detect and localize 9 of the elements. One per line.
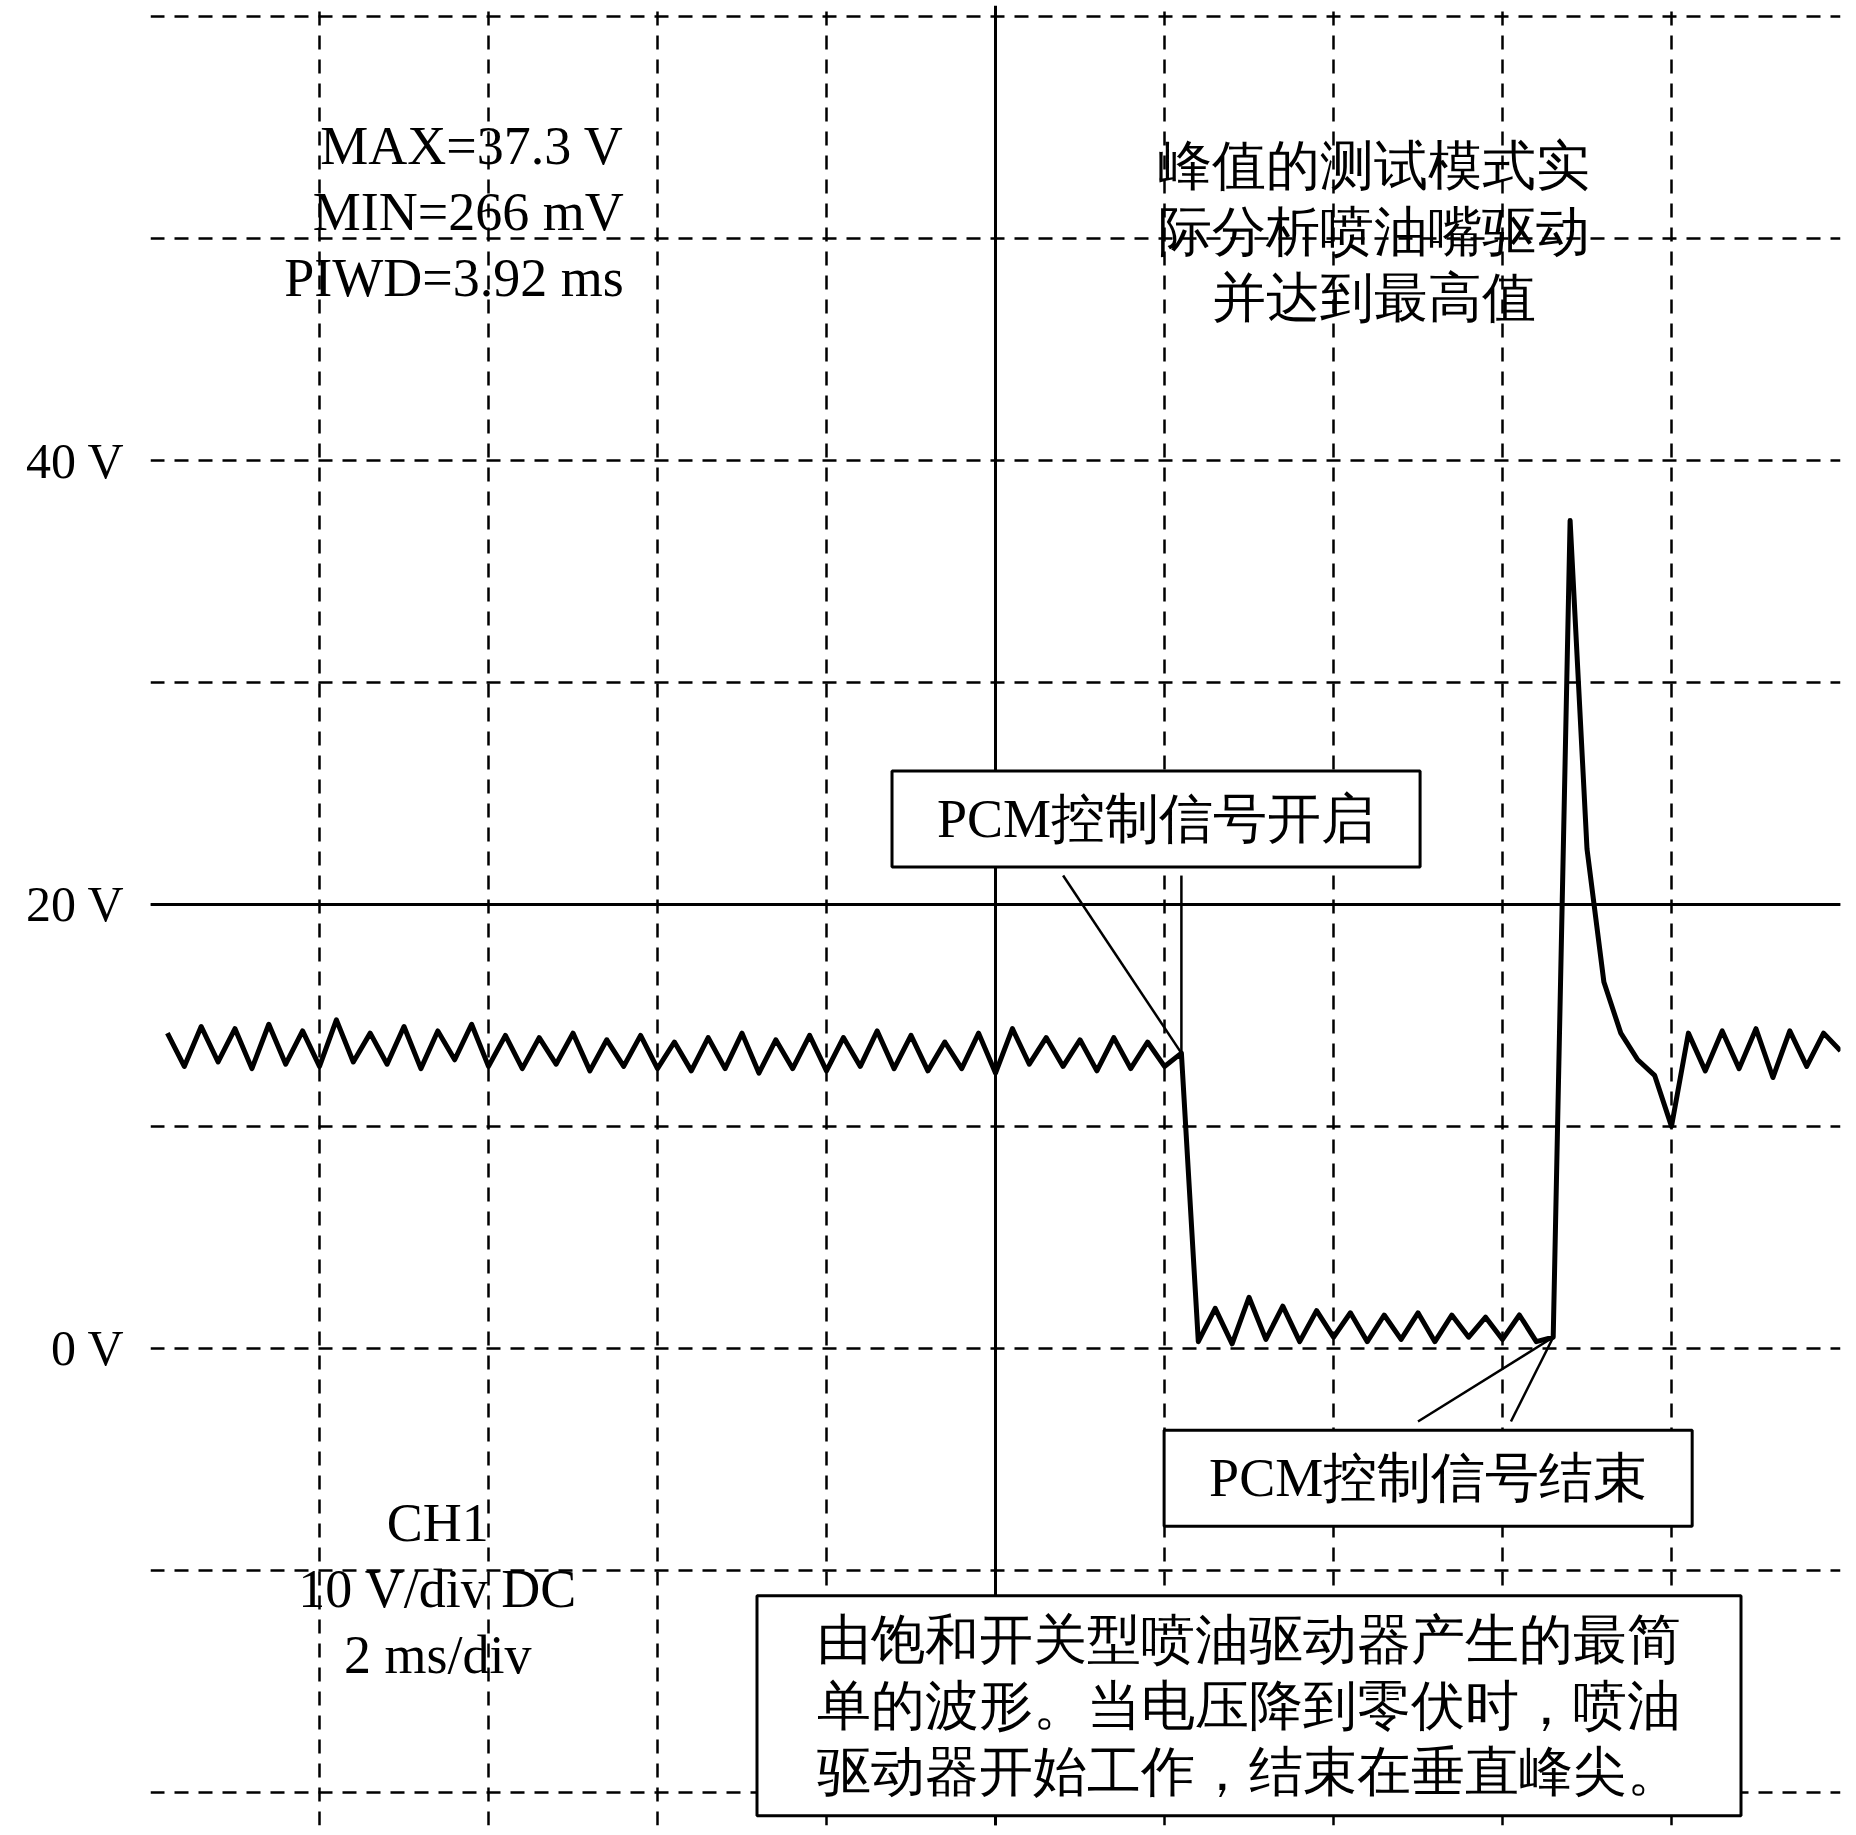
annotation: 由饱和开关型喷油驱动器产生的最简单的波形。当电压降到零伏时，喷油驱动器开始工作，结束在垂直峰尖。 [817, 1609, 1681, 1802]
annotation: PCM控制信号结束 [1209, 1448, 1648, 1509]
annotation: CH1 10 V/div DC 2 ms/div [298, 1492, 577, 1685]
annotation: MAX=37.3 V MIN=266 mV PIWD=3.92 ms [284, 116, 624, 309]
y-tick-label: 40 V [25, 432, 124, 489]
y-tick-label: 20 V [25, 876, 124, 933]
y-tick-label: 0 V [50, 1320, 124, 1377]
annotation: PCM控制信号开启 [937, 788, 1376, 849]
annotation: 峰值的测试模式实际分析喷油嘴驱动并达到最高值 [1158, 136, 1591, 329]
